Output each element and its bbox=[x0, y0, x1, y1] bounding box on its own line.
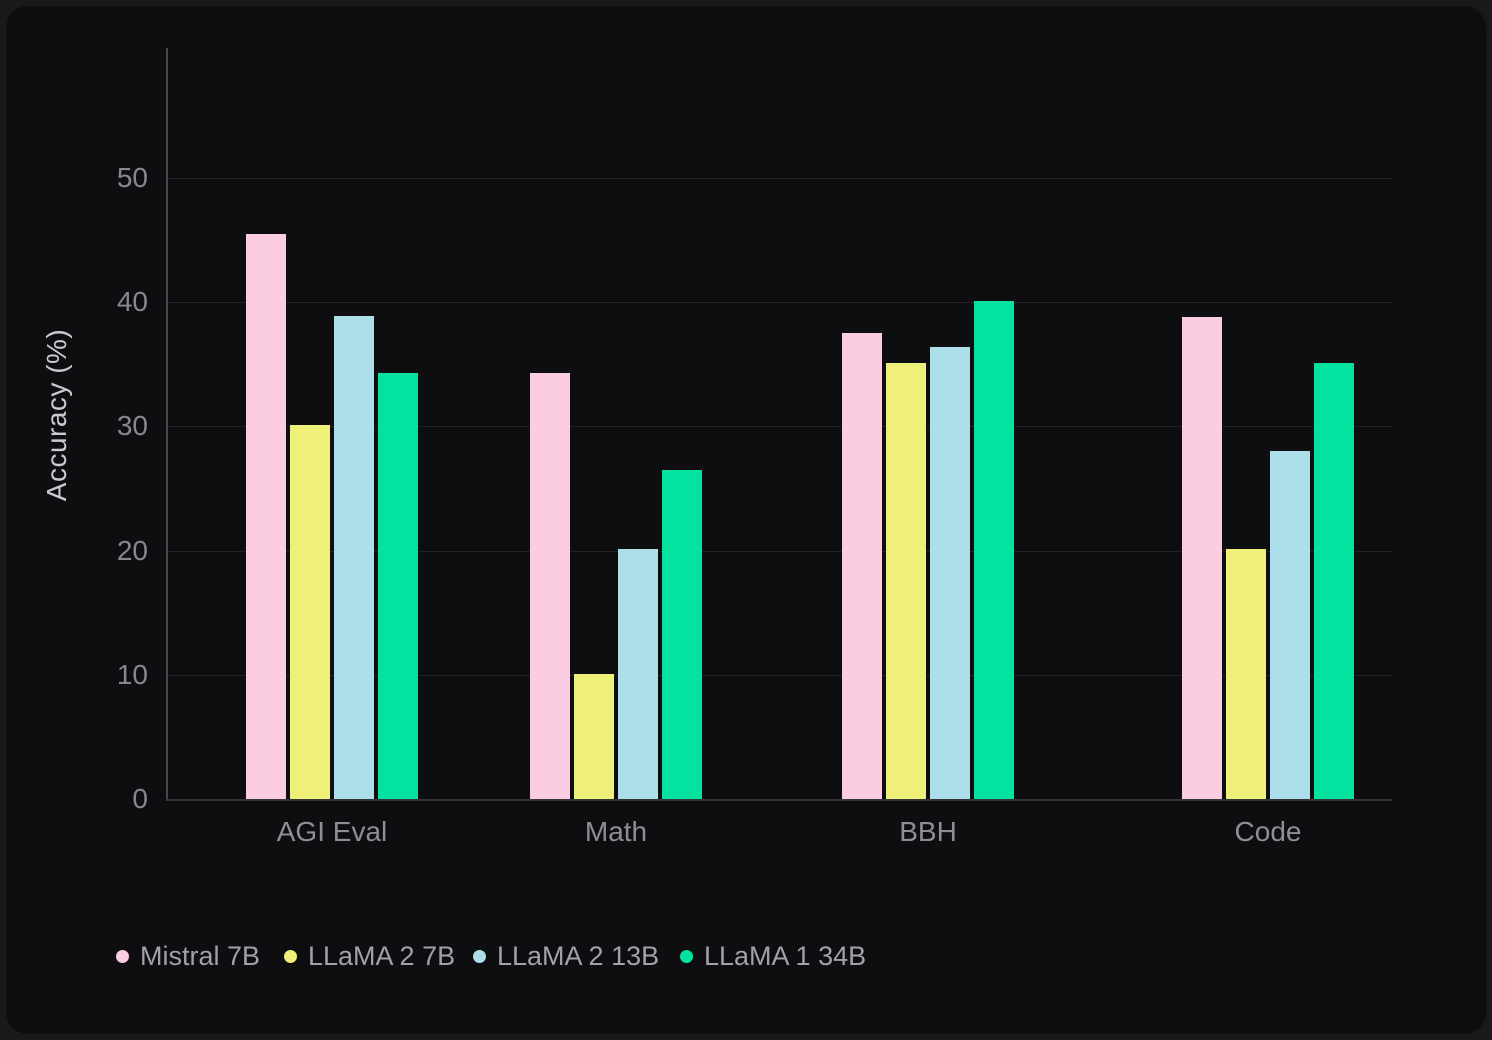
legend-label: Mistral 7B bbox=[140, 941, 261, 971]
chart-panel: Accuracy (%) 0 10 20 30 40 50 AGI Eval Math BBH C… bbox=[6, 6, 1486, 1034]
bar bbox=[842, 333, 882, 799]
legend-item: LLaMA 2 13B bbox=[473, 942, 659, 970]
x-category-label: BBH bbox=[899, 816, 957, 847]
gridline bbox=[166, 426, 1392, 428]
bar bbox=[530, 372, 570, 799]
y-tick-label: 40 bbox=[116, 286, 148, 317]
x-category-label: Math bbox=[584, 816, 648, 847]
bar bbox=[1226, 549, 1266, 799]
gridline bbox=[166, 674, 1392, 676]
chart-stage: Accuracy (%) 0 10 20 30 40 50 AGI Eval Math BBH C… bbox=[6, 6, 1486, 1034]
legend-swatch-icon bbox=[284, 949, 297, 963]
y-tick-label: 20 bbox=[116, 534, 148, 566]
bar bbox=[334, 315, 374, 799]
bar bbox=[290, 425, 330, 799]
legend-swatch-icon bbox=[473, 949, 486, 963]
legend-label: LLaMA 2 13B bbox=[497, 941, 660, 971]
bar bbox=[246, 233, 286, 799]
bar bbox=[930, 346, 970, 799]
bar bbox=[662, 469, 702, 799]
legend-swatch-icon bbox=[116, 949, 129, 963]
legend-item: LLaMA 1 34B bbox=[680, 942, 866, 970]
x-category-label: AGI Eval bbox=[276, 816, 388, 847]
bar bbox=[378, 372, 418, 799]
bar bbox=[618, 549, 658, 799]
gridline bbox=[166, 550, 1392, 552]
y-tick-label: 10 bbox=[116, 658, 148, 690]
gridline bbox=[166, 177, 1392, 179]
y-axis-line bbox=[166, 48, 168, 799]
legend: Mistral 7B LLaMA 2 7B LLaMA 2 13B LLaMA 1 3… bbox=[6, 942, 1486, 970]
bar bbox=[574, 673, 614, 799]
legend-label: LLaMA 2 7B bbox=[308, 941, 456, 971]
bar bbox=[1182, 316, 1222, 799]
y-tick-label: 0 bbox=[132, 783, 148, 814]
legend-item: LLaMA 2 7B bbox=[284, 942, 455, 970]
legend-swatch-icon bbox=[680, 949, 693, 963]
legend-item: Mistral 7B bbox=[116, 942, 260, 970]
gridline bbox=[166, 302, 1392, 303]
legend-label: LLaMA 1 34B bbox=[704, 941, 867, 971]
bar bbox=[886, 362, 926, 799]
x-category-label: Code bbox=[1234, 816, 1302, 847]
y-tick-label: 50 bbox=[116, 161, 148, 193]
x-axis-line bbox=[166, 799, 1392, 801]
bar bbox=[974, 300, 1014, 799]
y-tick-label: 30 bbox=[116, 410, 148, 442]
bar bbox=[1314, 362, 1354, 799]
bar bbox=[1270, 451, 1310, 799]
